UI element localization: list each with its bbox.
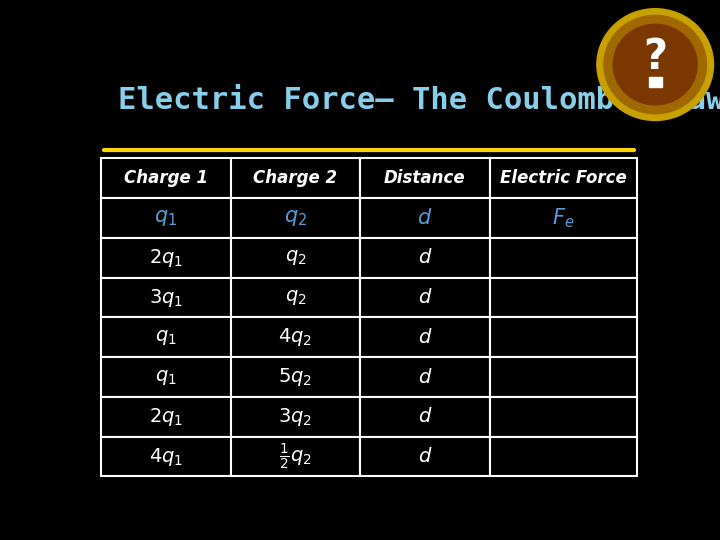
FancyBboxPatch shape — [230, 158, 360, 198]
FancyBboxPatch shape — [360, 278, 490, 318]
FancyBboxPatch shape — [101, 357, 230, 397]
Text: $d$: $d$ — [418, 248, 432, 267]
FancyBboxPatch shape — [101, 278, 230, 318]
Text: $\frac{1}{2}q_2$: $\frac{1}{2}q_2$ — [279, 442, 312, 471]
Text: $q_2$: $q_2$ — [284, 288, 306, 307]
Text: $q_2$: $q_2$ — [284, 248, 306, 267]
Text: $d$: $d$ — [418, 288, 432, 307]
Text: $2q_1$: $2q_1$ — [149, 247, 183, 269]
Text: Electric Force: Electric Force — [500, 169, 626, 187]
Text: $q_1$: $q_1$ — [155, 368, 177, 387]
Text: Charge 2: Charge 2 — [253, 169, 338, 187]
Text: $4q_2$: $4q_2$ — [279, 326, 312, 348]
Circle shape — [613, 24, 697, 105]
FancyBboxPatch shape — [360, 397, 490, 437]
FancyBboxPatch shape — [101, 437, 230, 476]
Text: $5q_2$: $5q_2$ — [279, 366, 312, 388]
FancyBboxPatch shape — [490, 318, 637, 357]
FancyBboxPatch shape — [230, 437, 360, 476]
Text: $d$: $d$ — [418, 407, 432, 426]
FancyBboxPatch shape — [490, 397, 637, 437]
FancyBboxPatch shape — [360, 198, 490, 238]
FancyBboxPatch shape — [101, 318, 230, 357]
FancyBboxPatch shape — [490, 357, 637, 397]
FancyBboxPatch shape — [360, 437, 490, 476]
Text: $q_1$: $q_1$ — [155, 328, 177, 347]
Text: $3q_2$: $3q_2$ — [279, 406, 312, 428]
Text: $d$: $d$ — [418, 328, 432, 347]
FancyBboxPatch shape — [490, 198, 637, 238]
Bar — [649, 77, 662, 87]
Text: $q_2$: $q_2$ — [284, 208, 307, 228]
FancyBboxPatch shape — [490, 437, 637, 476]
FancyBboxPatch shape — [230, 357, 360, 397]
FancyBboxPatch shape — [490, 238, 637, 278]
FancyBboxPatch shape — [490, 158, 637, 198]
FancyBboxPatch shape — [360, 158, 490, 198]
Text: Distance: Distance — [384, 169, 466, 187]
FancyBboxPatch shape — [230, 397, 360, 437]
FancyBboxPatch shape — [230, 198, 360, 238]
Text: $d$: $d$ — [418, 368, 432, 387]
Circle shape — [597, 9, 714, 120]
Text: $d$: $d$ — [418, 208, 433, 228]
FancyBboxPatch shape — [230, 318, 360, 357]
FancyBboxPatch shape — [101, 198, 230, 238]
FancyBboxPatch shape — [230, 278, 360, 318]
Text: $3q_1$: $3q_1$ — [149, 287, 183, 308]
FancyBboxPatch shape — [101, 158, 230, 198]
FancyBboxPatch shape — [490, 278, 637, 318]
Text: $q_1$: $q_1$ — [154, 208, 177, 228]
Text: $4q_1$: $4q_1$ — [149, 446, 183, 468]
Text: $2q_1$: $2q_1$ — [149, 406, 183, 428]
FancyBboxPatch shape — [230, 238, 360, 278]
Text: Electric Force– The Coulomb’s Law: Electric Force– The Coulomb’s Law — [118, 85, 720, 114]
Text: $F_e$: $F_e$ — [552, 206, 575, 230]
FancyBboxPatch shape — [360, 238, 490, 278]
FancyBboxPatch shape — [101, 397, 230, 437]
FancyBboxPatch shape — [360, 357, 490, 397]
Text: ?: ? — [643, 36, 667, 78]
Text: Charge 1: Charge 1 — [124, 169, 208, 187]
FancyBboxPatch shape — [101, 238, 230, 278]
FancyBboxPatch shape — [360, 318, 490, 357]
Text: $d$: $d$ — [418, 447, 432, 466]
Circle shape — [604, 16, 706, 114]
